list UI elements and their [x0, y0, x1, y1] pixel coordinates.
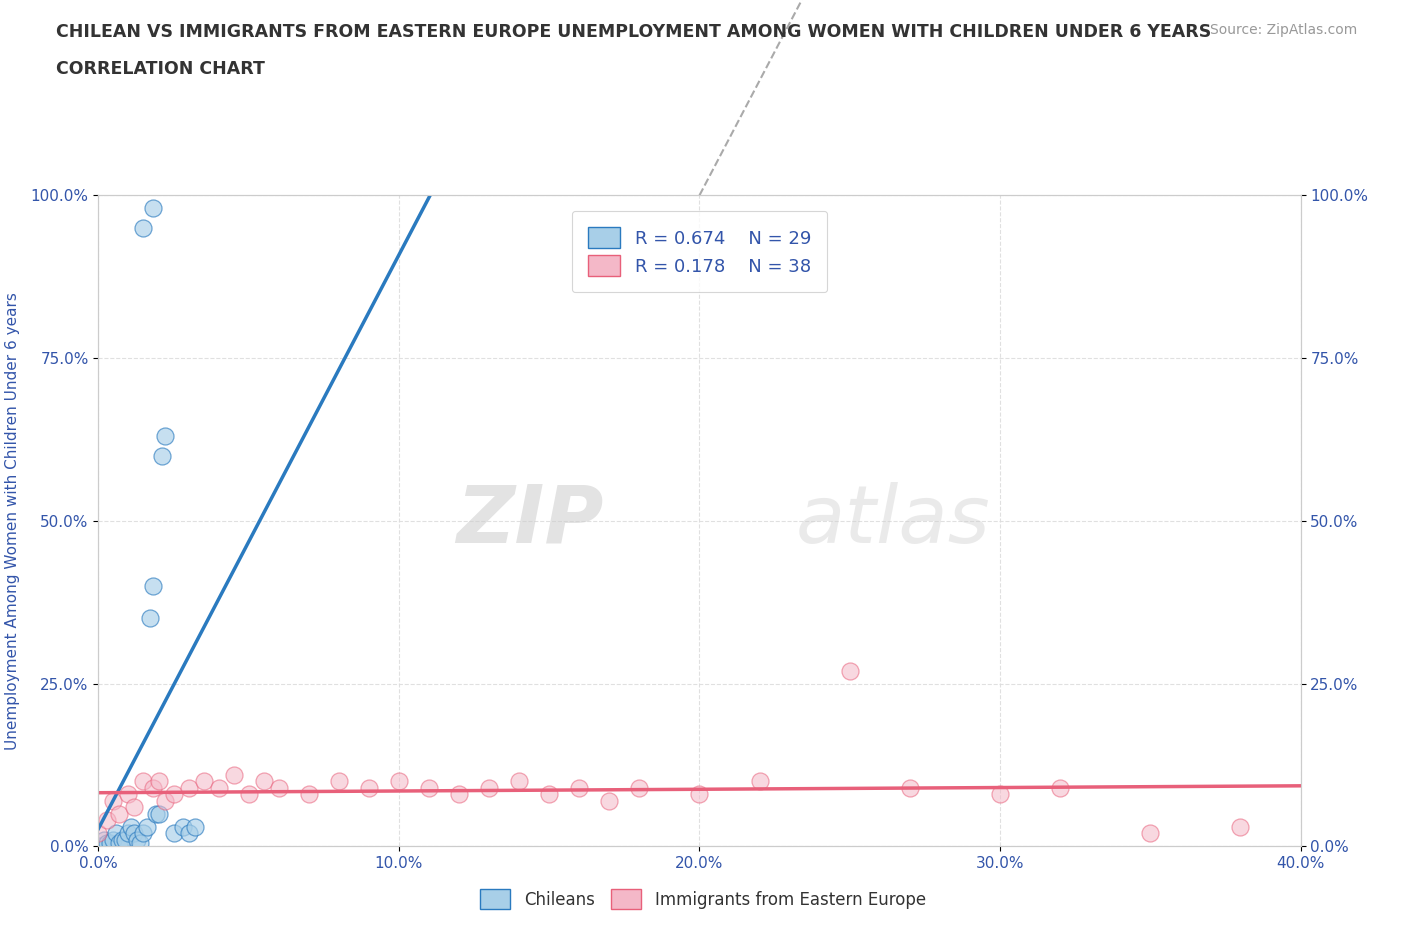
Point — [388, 774, 411, 789]
Point — [253, 774, 276, 789]
Point — [129, 836, 152, 851]
Point — [145, 806, 167, 821]
Point — [267, 780, 290, 795]
Point — [103, 793, 125, 808]
Point — [117, 787, 139, 802]
Text: CORRELATION CHART: CORRELATION CHART — [56, 60, 266, 78]
Point — [141, 201, 163, 216]
Point — [141, 780, 163, 795]
Point — [87, 826, 110, 841]
Point — [1139, 826, 1161, 841]
Point — [172, 819, 194, 834]
Point — [838, 663, 860, 678]
Point — [1229, 819, 1251, 834]
Point — [988, 787, 1011, 802]
Point — [238, 787, 260, 802]
Text: Source: ZipAtlas.com: Source: ZipAtlas.com — [1209, 23, 1357, 37]
Point — [87, 839, 110, 854]
Point — [132, 826, 155, 841]
Point — [108, 806, 131, 821]
Point — [538, 787, 561, 802]
Point — [898, 780, 921, 795]
Point — [748, 774, 770, 789]
Point — [121, 819, 143, 834]
Point — [689, 787, 711, 802]
Point — [114, 832, 136, 847]
Point — [117, 826, 139, 841]
Point — [138, 611, 160, 626]
Point — [141, 578, 163, 593]
Text: ZIP: ZIP — [456, 482, 603, 560]
Point — [447, 787, 470, 802]
Point — [93, 832, 115, 847]
Point — [103, 832, 125, 847]
Point — [132, 220, 155, 235]
Legend: R = 0.674    N = 29, R = 0.178    N = 38: R = 0.674 N = 29, R = 0.178 N = 38 — [572, 211, 827, 292]
Point — [478, 780, 501, 795]
Point — [111, 832, 134, 847]
Point — [162, 787, 184, 802]
Point — [357, 780, 380, 795]
Point — [193, 774, 215, 789]
Point — [96, 836, 118, 851]
Point — [153, 429, 176, 444]
Point — [148, 806, 170, 821]
Point — [124, 800, 146, 815]
Y-axis label: Unemployment Among Women with Children Under 6 years: Unemployment Among Women with Children U… — [4, 292, 20, 750]
Point — [628, 780, 651, 795]
Point — [177, 826, 200, 841]
Text: atlas: atlas — [796, 482, 990, 560]
Point — [153, 793, 176, 808]
Point — [162, 826, 184, 841]
Point — [183, 819, 205, 834]
Legend: Chileans, Immigrants from Eastern Europe: Chileans, Immigrants from Eastern Europe — [472, 881, 934, 917]
Point — [177, 780, 200, 795]
Point — [328, 774, 350, 789]
Point — [508, 774, 530, 789]
Point — [150, 448, 173, 463]
Point — [1049, 780, 1071, 795]
Point — [598, 793, 620, 808]
Point — [568, 780, 591, 795]
Point — [100, 836, 122, 851]
Point — [90, 839, 112, 854]
Point — [148, 774, 170, 789]
Point — [208, 780, 231, 795]
Point — [105, 826, 128, 841]
Point — [222, 767, 245, 782]
Point — [135, 819, 157, 834]
Point — [96, 813, 118, 828]
Point — [418, 780, 440, 795]
Point — [108, 836, 131, 851]
Point — [124, 826, 146, 841]
Point — [298, 787, 321, 802]
Point — [127, 832, 149, 847]
Point — [132, 774, 155, 789]
Text: CHILEAN VS IMMIGRANTS FROM EASTERN EUROPE UNEMPLOYMENT AMONG WOMEN WITH CHILDREN: CHILEAN VS IMMIGRANTS FROM EASTERN EUROP… — [56, 23, 1212, 41]
